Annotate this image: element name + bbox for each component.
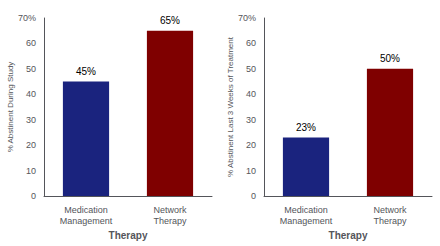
svg-text:30: 30 bbox=[26, 115, 36, 125]
svg-text:70%: 70% bbox=[238, 13, 256, 23]
svg-text:Medication: Medication bbox=[64, 205, 108, 215]
svg-text:0: 0 bbox=[31, 191, 36, 201]
svg-text:60: 60 bbox=[246, 38, 256, 48]
svg-text:Therapy: Therapy bbox=[373, 216, 407, 226]
svg-text:20: 20 bbox=[246, 140, 256, 150]
svg-text:60: 60 bbox=[26, 38, 36, 48]
svg-text:Therapy: Therapy bbox=[109, 230, 148, 241]
svg-text:50%: 50% bbox=[380, 53, 400, 64]
svg-text:Management: Management bbox=[280, 216, 333, 226]
svg-text:10: 10 bbox=[246, 166, 256, 176]
svg-text:70%: 70% bbox=[18, 13, 36, 23]
svg-text:45%: 45% bbox=[76, 66, 96, 77]
svg-text:Management: Management bbox=[60, 216, 113, 226]
svg-text:30: 30 bbox=[246, 115, 256, 125]
svg-text:Therapy: Therapy bbox=[329, 230, 368, 241]
svg-text:50: 50 bbox=[246, 64, 256, 74]
svg-text:10: 10 bbox=[26, 166, 36, 176]
svg-text:65%: 65% bbox=[160, 15, 180, 26]
svg-text:0: 0 bbox=[251, 191, 256, 201]
svg-text:Network: Network bbox=[153, 205, 187, 215]
svg-text:Network: Network bbox=[373, 205, 407, 215]
svg-text:Medication: Medication bbox=[284, 205, 328, 215]
svg-text:% Abstinent Last 3 Weeks of Tr: % Abstinent Last 3 Weeks of Treatment bbox=[226, 36, 235, 177]
svg-text:23%: 23% bbox=[296, 122, 316, 133]
svg-text:Therapy: Therapy bbox=[153, 216, 187, 226]
svg-text:40: 40 bbox=[246, 89, 256, 99]
svg-text:50: 50 bbox=[26, 64, 36, 74]
svg-text:% Abstinent During Study: % Abstinent During Study bbox=[6, 62, 15, 153]
svg-text:40: 40 bbox=[26, 89, 36, 99]
svg-text:20: 20 bbox=[26, 140, 36, 150]
